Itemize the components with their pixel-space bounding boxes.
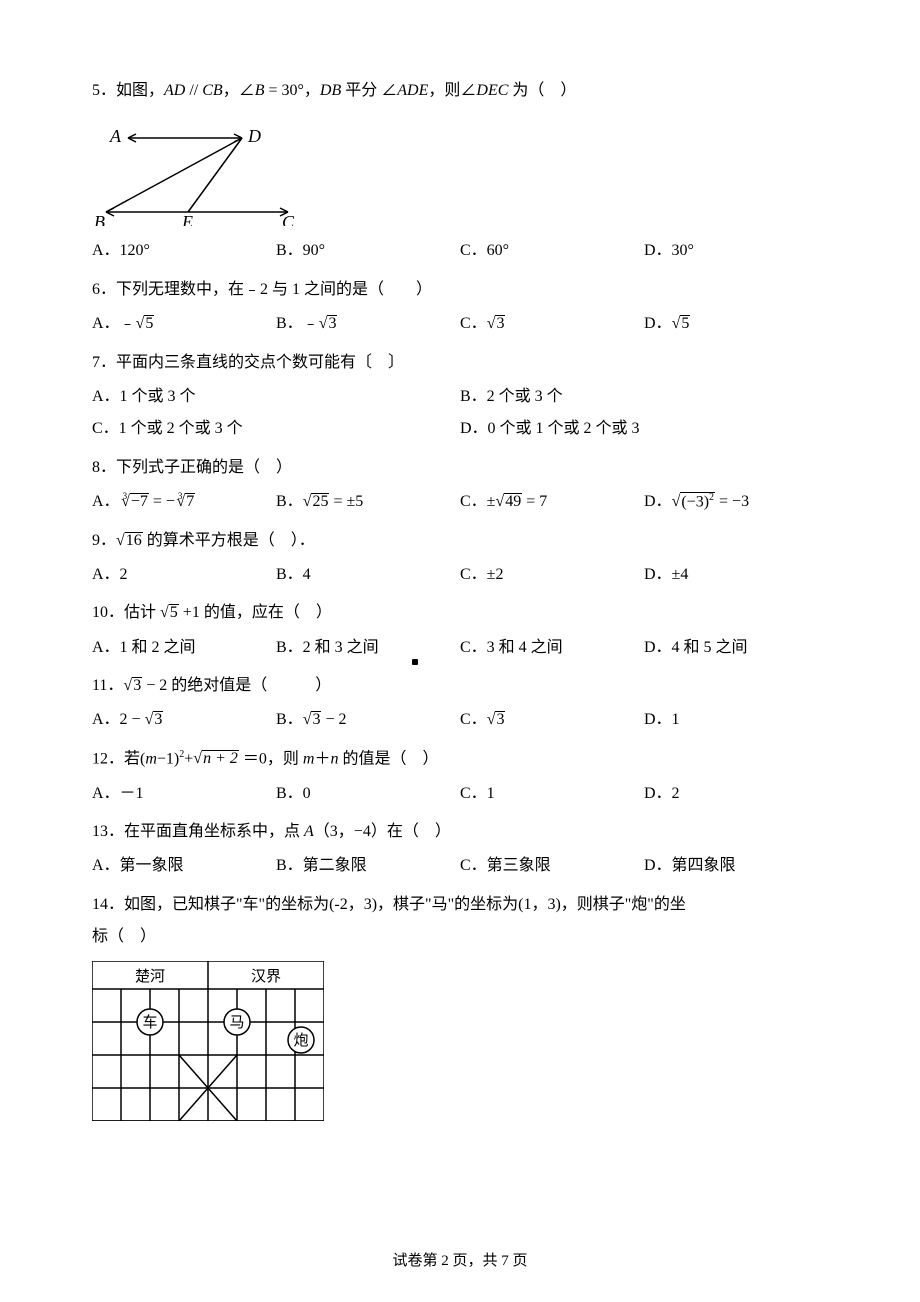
q5-number: 5 bbox=[92, 82, 100, 99]
question-12: 12．若(m−1)2+n + 2 ＝0，则 m＋n 的值是（ ） A．－1 B．… bbox=[92, 748, 828, 805]
q13-options: A．第一象限 B．第二象限 C．第三象限 D．第四象限 bbox=[92, 855, 828, 877]
svg-text:E: E bbox=[181, 212, 193, 226]
q8-options: A．3−7 = −37 B．25 = ±5 C．±49 = 7 D．(−3)2 … bbox=[92, 491, 828, 513]
svg-text:楚河: 楚河 bbox=[135, 968, 165, 985]
svg-text:C: C bbox=[282, 212, 295, 226]
q9-opt-a: A．2 bbox=[92, 564, 276, 586]
q9-text: 9．16 的算术平方根是（ ）． bbox=[92, 530, 828, 552]
q10-opt-a: A．1 和 2 之间 bbox=[92, 637, 276, 659]
q12-opt-b: B．0 bbox=[276, 783, 460, 805]
q8-text: 8．下列式子正确的是（ ） bbox=[92, 457, 828, 479]
q13-opt-d: D．第四象限 bbox=[644, 855, 828, 877]
q12-options: A．－1 B．0 C．1 D．2 bbox=[92, 783, 828, 805]
q6-options: A．﹣5 B．﹣3 C．3 D．5 bbox=[92, 313, 828, 335]
q12-opt-a: A．－1 bbox=[92, 783, 276, 805]
q12-opt-d: D．2 bbox=[644, 783, 828, 805]
q8-opt-d: D．(−3)2 = −3 bbox=[644, 491, 828, 513]
q6-opt-a: A．﹣5 bbox=[92, 313, 276, 335]
q5-options: A．120° B．90° C．60° D．30° bbox=[92, 240, 828, 262]
q11-options: A．2 − 3 B．3 − 2 C．3 D．1 bbox=[92, 709, 828, 731]
question-8: 8．下列式子正确的是（ ） A．3−7 = −37 B．25 = ±5 C．±4… bbox=[92, 457, 828, 514]
svg-text:B: B bbox=[94, 212, 105, 226]
svg-text:A: A bbox=[109, 126, 122, 146]
center-marker bbox=[412, 659, 418, 665]
q14-text-line1: 14．如图，已知棋子"车"的坐标为(-2，3)，棋子"马"的坐标为(1，3)，则… bbox=[92, 894, 828, 916]
q14-figure: 楚河 汉界车 马炮 bbox=[92, 961, 828, 1121]
q10-opt-b: B．2 和 3 之间 bbox=[276, 637, 460, 659]
q9-options: A．2 B．4 C．±2 D．±4 bbox=[92, 564, 828, 586]
q13-opt-c: C．第三象限 bbox=[460, 855, 644, 877]
svg-text:汉界: 汉界 bbox=[251, 968, 281, 985]
q11-opt-a: A．2 − 3 bbox=[92, 709, 276, 731]
q6-opt-c: C．3 bbox=[460, 313, 644, 335]
question-6: 6．下列无理数中，在﹣2 与 1 之间的是（ ） A．﹣5 B．﹣3 C．3 D… bbox=[92, 279, 828, 336]
q11-text: 11．3 − 2 的绝对值是（ ） bbox=[92, 675, 828, 697]
q6-opt-b: B．﹣3 bbox=[276, 313, 460, 335]
q11-opt-d: D．1 bbox=[644, 709, 828, 731]
question-5: 5．如图，AD // CB，∠B = 30°，DB 平分 ∠ADE，则∠DEC … bbox=[92, 80, 828, 263]
svg-text:车: 车 bbox=[142, 1014, 157, 1031]
q12-opt-c: C．1 bbox=[460, 783, 644, 805]
q5-opt-d: D．30° bbox=[644, 240, 828, 262]
q13-text: 13．在平面直角坐标系中，点 A（3，−4）在（ ） bbox=[92, 821, 828, 843]
q7-opt-a: A．1 个或 3 个 bbox=[92, 386, 460, 408]
q5-opt-a: A．120° bbox=[92, 240, 276, 262]
question-14: 14．如图，已知棋子"车"的坐标为(-2，3)，棋子"马"的坐标为(1，3)，则… bbox=[92, 894, 828, 1121]
question-10: 10．估计 5 +1 的值，应在（ ） A．1 和 2 之间 B．2 和 3 之… bbox=[92, 602, 828, 659]
question-11: 11．3 − 2 的绝对值是（ ） A．2 − 3 B．3 − 2 C．3 D．… bbox=[92, 675, 828, 732]
q10-text: 10．估计 5 +1 的值，应在（ ） bbox=[92, 602, 828, 624]
q5-text: 5．如图，AD // CB，∠B = 30°，DB 平分 ∠ADE，则∠DEC … bbox=[92, 80, 828, 102]
q10-opt-d: D．4 和 5 之间 bbox=[644, 637, 828, 659]
q5-opt-c: C．60° bbox=[460, 240, 644, 262]
question-9: 9．16 的算术平方根是（ ）． A．2 B．4 C．±2 D．±4 bbox=[92, 530, 828, 587]
q7-opt-b: B．2 个或 3 个 bbox=[460, 386, 828, 408]
page-footer: 试卷第 2 页，共 7 页 bbox=[0, 1251, 920, 1272]
q9-opt-d: D．±4 bbox=[644, 564, 828, 586]
q13-opt-a: A．第一象限 bbox=[92, 855, 276, 877]
q8-opt-b: B．25 = ±5 bbox=[276, 491, 460, 513]
question-13: 13．在平面直角坐标系中，点 A（3，−4）在（ ） A．第一象限 B．第二象限… bbox=[92, 821, 828, 878]
q8-opt-a: A．3−7 = −37 bbox=[92, 491, 276, 513]
q8-opt-c: C．±49 = 7 bbox=[460, 491, 644, 513]
q6-text: 6．下列无理数中，在﹣2 与 1 之间的是（ ） bbox=[92, 279, 828, 301]
q11-opt-b: B．3 − 2 bbox=[276, 709, 460, 731]
svg-text:马: 马 bbox=[229, 1014, 244, 1031]
q13-opt-b: B．第二象限 bbox=[276, 855, 460, 877]
q6-opt-d: D．5 bbox=[644, 313, 828, 335]
q9-opt-b: B．4 bbox=[276, 564, 460, 586]
q14-text-line2: 标（ ） bbox=[92, 926, 828, 948]
q7-text: 7．平面内三条直线的交点个数可能有〔 〕 bbox=[92, 352, 828, 374]
q9-opt-c: C．±2 bbox=[460, 564, 644, 586]
q7-options-row1: A．1 个或 3 个 B．2 个或 3 个 bbox=[92, 386, 828, 408]
q7-options-row2: C．1 个或 2 个或 3 个 D．0 个或 1 个或 2 个或 3 bbox=[92, 418, 828, 440]
q7-opt-c: C．1 个或 2 个或 3 个 bbox=[92, 418, 460, 440]
q11-opt-c: C．3 bbox=[460, 709, 644, 731]
q10-options: A．1 和 2 之间 B．2 和 3 之间 C．3 和 4 之间 D．4 和 5… bbox=[92, 637, 828, 659]
q5-opt-b: B．90° bbox=[276, 240, 460, 262]
q12-text: 12．若(m−1)2+n + 2 ＝0，则 m＋n 的值是（ ） bbox=[92, 748, 828, 771]
svg-text:炮: 炮 bbox=[293, 1032, 308, 1049]
question-7: 7．平面内三条直线的交点个数可能有〔 〕 A．1 个或 3 个 B．2 个或 3… bbox=[92, 352, 828, 441]
q5-figure: A D B E C bbox=[92, 114, 828, 226]
q7-opt-d: D．0 个或 1 个或 2 个或 3 bbox=[460, 418, 828, 440]
q10-opt-c: C．3 和 4 之间 bbox=[460, 637, 644, 659]
svg-text:D: D bbox=[247, 126, 261, 146]
